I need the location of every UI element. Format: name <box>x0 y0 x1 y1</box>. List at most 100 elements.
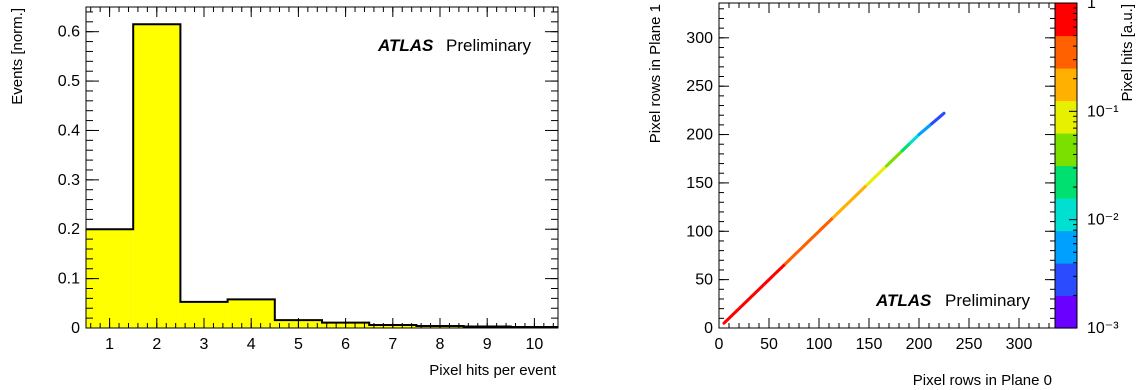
colorbar-band <box>1055 263 1077 271</box>
x-tick-label: 5 <box>294 336 303 353</box>
left-x-axis-label: Pixel hits per event <box>429 362 557 379</box>
colorbar-band <box>1055 269 1077 277</box>
x-tick-label: 9 <box>483 336 492 353</box>
colorbar-band <box>1055 9 1077 17</box>
colorbar-band <box>1055 42 1077 50</box>
colorbar-band <box>1055 178 1077 186</box>
colorbar-band <box>1055 74 1077 82</box>
colorbar-band <box>1055 152 1077 160</box>
y-tick-label: 300 <box>686 30 713 47</box>
colorbar-band <box>1055 165 1077 173</box>
x-tick-label: 1 <box>105 336 114 353</box>
x-tick-label: 4 <box>247 336 256 353</box>
right-preliminary-label: Preliminary <box>945 291 1031 310</box>
colorbar-band <box>1055 243 1077 251</box>
y-tick-label: 250 <box>686 78 713 95</box>
colorbar-band <box>1055 276 1077 284</box>
colorbar-band <box>1055 113 1077 121</box>
heatmap-cell <box>941 111 946 116</box>
colorbar-band <box>1055 315 1077 323</box>
left-plot-frame <box>85 6 559 329</box>
colorbar-band <box>1055 282 1077 290</box>
colorbar-band <box>1055 35 1077 43</box>
right-x-axis-label: Pixel rows in Plane 0 <box>913 372 1052 389</box>
histogram-outline <box>86 23 558 329</box>
colorbar-label: Pixel hits [a.u.] <box>1119 4 1136 102</box>
y-tick-label: 150 <box>686 175 713 192</box>
right-heatmap-panel: 0 50 100 150 200 250 300 0 50 100 150 200 250 300 Pi… <box>647 0 1136 389</box>
colorbar-band <box>1055 159 1077 167</box>
y-tick-label: 0.5 <box>58 73 80 90</box>
x-tick-label: 0 <box>715 336 724 353</box>
colorbar-band <box>1055 100 1077 108</box>
colorbar-band <box>1055 68 1077 76</box>
colorbar-band <box>1055 172 1077 180</box>
x-tick-label: 3 <box>200 336 209 353</box>
z-tick-label: 10⁻² <box>1087 212 1119 229</box>
y-tick-label: 0 <box>71 320 80 337</box>
z-tick-label: 1 <box>1087 0 1096 12</box>
colorbar-band <box>1055 224 1077 232</box>
colorbar-band <box>1055 321 1077 329</box>
colorbar-band <box>1055 107 1077 115</box>
colorbar-band <box>1055 94 1077 102</box>
colorbar-band <box>1055 22 1077 30</box>
colorbar-band <box>1055 211 1077 219</box>
colorbar-band <box>1055 250 1077 258</box>
colorbar-band <box>1055 191 1077 199</box>
x-tick-label: 10 <box>526 336 544 353</box>
y-tick-label: 200 <box>686 127 713 144</box>
y-tick-label: 0.4 <box>58 122 80 139</box>
colorbar-band <box>1055 87 1077 95</box>
left-histogram-panel: 1 2 3 4 5 6 7 8 9 10 0 0.1 0.2 0.3 0.4 0.5 0.6 Pixel hi… <box>9 6 559 379</box>
x-tick-label: 150 <box>856 336 883 353</box>
colorbar-band <box>1055 237 1077 245</box>
y-tick-label: 0.6 <box>58 24 80 41</box>
histogram-bars <box>86 23 558 329</box>
colorbar-band <box>1055 81 1077 89</box>
colorbar-band <box>1055 198 1077 206</box>
colorbar-frame <box>1054 2 1078 329</box>
colorbar-band <box>1055 289 1077 297</box>
colorbar-ticks: 1 10⁻¹ 10⁻² 10⁻³ <box>1069 0 1119 337</box>
left-preliminary-label: Preliminary <box>446 36 532 55</box>
x-tick-label: 100 <box>806 336 833 353</box>
colorbar-band <box>1055 185 1077 193</box>
y-tick-label: 100 <box>686 223 713 240</box>
colorbar-band <box>1055 55 1077 63</box>
right-y-axis-ticks: 0 50 100 150 200 250 300 <box>686 8 1055 337</box>
x-tick-label: 50 <box>760 336 778 353</box>
colorbar-band <box>1055 48 1077 56</box>
y-tick-label: 50 <box>695 272 713 289</box>
z-tick-label: 10⁻³ <box>1087 320 1119 337</box>
colorbar-band <box>1055 295 1077 303</box>
left-atlas-label: ATLAS <box>377 36 434 55</box>
colorbar-band <box>1055 3 1077 11</box>
colorbar-band <box>1055 204 1077 212</box>
y-tick-label: 0 <box>704 320 713 337</box>
left-x-axis-ticks: 1 2 3 4 5 6 7 8 9 10 <box>90 7 554 353</box>
colorbar-band <box>1055 120 1077 128</box>
colorbar-band <box>1055 61 1077 69</box>
x-tick-label: 200 <box>906 336 933 353</box>
y-tick-label: 0.3 <box>58 172 80 189</box>
x-tick-label: 250 <box>956 336 983 353</box>
y-tick-label: 0.1 <box>58 271 80 288</box>
colorbar-band <box>1055 133 1077 141</box>
colorbar-band <box>1055 139 1077 147</box>
right-atlas-label: ATLAS <box>875 291 932 310</box>
x-tick-label: 6 <box>341 336 350 353</box>
left-y-axis-ticks: 0 0.1 0.2 0.3 0.4 0.5 0.6 <box>58 11 558 337</box>
right-x-axis-ticks: 0 50 100 150 200 250 300 <box>715 3 1050 353</box>
colorbar-band <box>1055 217 1077 225</box>
colorbar-band <box>1055 256 1077 264</box>
colorbar-band <box>1055 29 1077 37</box>
colorbar-band <box>1055 16 1077 24</box>
x-tick-label: 2 <box>152 336 161 353</box>
x-tick-label: 300 <box>1006 336 1033 353</box>
z-tick-label: 10⁻¹ <box>1087 103 1119 120</box>
x-tick-label: 7 <box>388 336 397 353</box>
heatmap-diagonal <box>722 111 946 325</box>
y-tick-label: 0.2 <box>58 221 80 238</box>
